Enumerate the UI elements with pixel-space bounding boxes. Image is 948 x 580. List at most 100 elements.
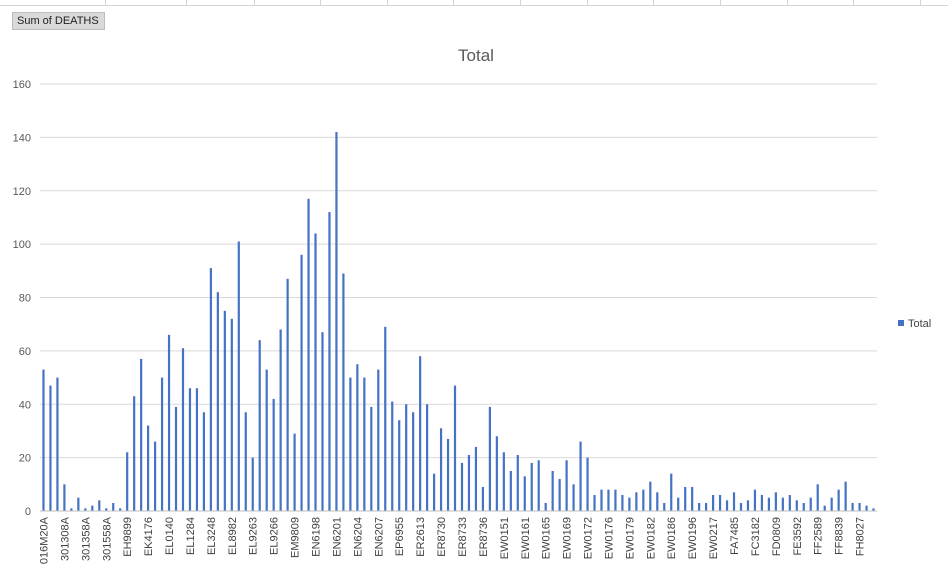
bar[interactable] (537, 460, 540, 511)
bar[interactable] (49, 385, 52, 511)
bar[interactable] (181, 348, 185, 511)
bar[interactable] (335, 132, 338, 512)
bar[interactable] (816, 484, 819, 511)
bar[interactable] (746, 500, 750, 511)
bar[interactable] (844, 481, 847, 511)
bar[interactable] (77, 497, 80, 511)
bar[interactable] (126, 452, 129, 511)
bar[interactable] (370, 406, 373, 511)
bar[interactable] (391, 401, 394, 511)
bar[interactable] (614, 489, 617, 511)
bar[interactable] (565, 460, 568, 511)
bar[interactable] (244, 412, 247, 511)
bar[interactable] (398, 420, 401, 511)
bar[interactable] (788, 494, 791, 511)
bar[interactable] (684, 486, 687, 511)
bar[interactable] (70, 508, 73, 511)
bar[interactable] (405, 404, 408, 511)
bar[interactable] (412, 412, 415, 511)
bar[interactable] (830, 497, 833, 511)
bar[interactable] (63, 484, 66, 511)
bar[interactable] (558, 478, 561, 511)
bar[interactable] (453, 385, 457, 511)
bar[interactable] (349, 377, 352, 511)
bar[interactable] (809, 497, 812, 511)
bar[interactable] (495, 436, 498, 511)
bar[interactable] (314, 233, 317, 511)
bar[interactable] (732, 492, 736, 511)
bar[interactable] (698, 502, 701, 511)
bar[interactable] (670, 473, 673, 511)
bar[interactable] (202, 412, 206, 511)
bar[interactable] (551, 470, 554, 511)
bar[interactable] (711, 494, 715, 511)
bar[interactable] (147, 425, 150, 511)
bar[interactable] (439, 428, 443, 511)
bar[interactable] (656, 492, 659, 511)
bar[interactable] (579, 441, 582, 511)
legend[interactable]: Total (898, 318, 931, 330)
bar[interactable] (307, 198, 310, 511)
bar[interactable] (586, 457, 589, 512)
bar[interactable] (795, 500, 798, 511)
bar[interactable] (363, 377, 366, 511)
bar[interactable] (691, 486, 694, 511)
bar[interactable] (91, 505, 94, 511)
bar[interactable] (98, 500, 101, 511)
bar[interactable] (105, 508, 108, 511)
bar[interactable] (837, 489, 840, 511)
bar[interactable] (621, 494, 624, 511)
bar[interactable] (251, 457, 254, 512)
bar[interactable] (523, 476, 526, 511)
bar[interactable] (781, 497, 784, 511)
bar[interactable] (865, 505, 868, 511)
bar[interactable] (384, 326, 387, 511)
bar[interactable] (467, 454, 471, 511)
bar[interactable] (628, 497, 631, 511)
bar[interactable] (642, 489, 645, 511)
bar[interactable] (195, 388, 199, 511)
bar[interactable] (174, 406, 178, 511)
bar[interactable] (188, 388, 192, 511)
bar[interactable] (725, 500, 729, 511)
bar[interactable] (474, 446, 478, 511)
bar[interactable] (56, 377, 59, 511)
pivot-field-button[interactable]: Sum of DEATHS (12, 12, 105, 30)
bar[interactable] (293, 433, 296, 511)
bar[interactable] (607, 489, 610, 511)
bar[interactable] (872, 508, 875, 511)
bar[interactable] (663, 502, 666, 511)
bar[interactable] (426, 404, 429, 511)
bar[interactable] (265, 369, 268, 511)
bar[interactable] (237, 241, 240, 511)
bar[interactable] (167, 334, 171, 511)
bar[interactable] (377, 369, 380, 511)
bar[interactable] (677, 497, 680, 511)
bar[interactable] (209, 268, 212, 511)
bar[interactable] (481, 486, 485, 511)
bar[interactable] (572, 484, 575, 511)
bar[interactable] (286, 278, 289, 511)
bar[interactable] (544, 502, 547, 511)
bar[interactable] (223, 310, 226, 511)
bar[interactable] (858, 502, 861, 511)
bar[interactable] (802, 502, 805, 511)
bar[interactable] (279, 329, 282, 511)
bar[interactable] (446, 438, 450, 511)
bar[interactable] (600, 489, 603, 511)
bar[interactable] (774, 492, 777, 511)
bar[interactable] (488, 406, 491, 511)
bar[interactable] (119, 508, 122, 511)
bar[interactable] (84, 508, 87, 511)
bar[interactable] (216, 292, 219, 511)
bar[interactable] (767, 497, 770, 511)
bar[interactable] (635, 492, 638, 511)
bar[interactable] (753, 489, 757, 511)
bar[interactable] (356, 364, 359, 511)
bar[interactable] (649, 481, 652, 511)
bar[interactable] (432, 473, 436, 511)
bar[interactable] (516, 454, 519, 511)
bar[interactable] (328, 212, 331, 511)
bar[interactable] (133, 396, 136, 511)
bar[interactable] (593, 494, 596, 511)
